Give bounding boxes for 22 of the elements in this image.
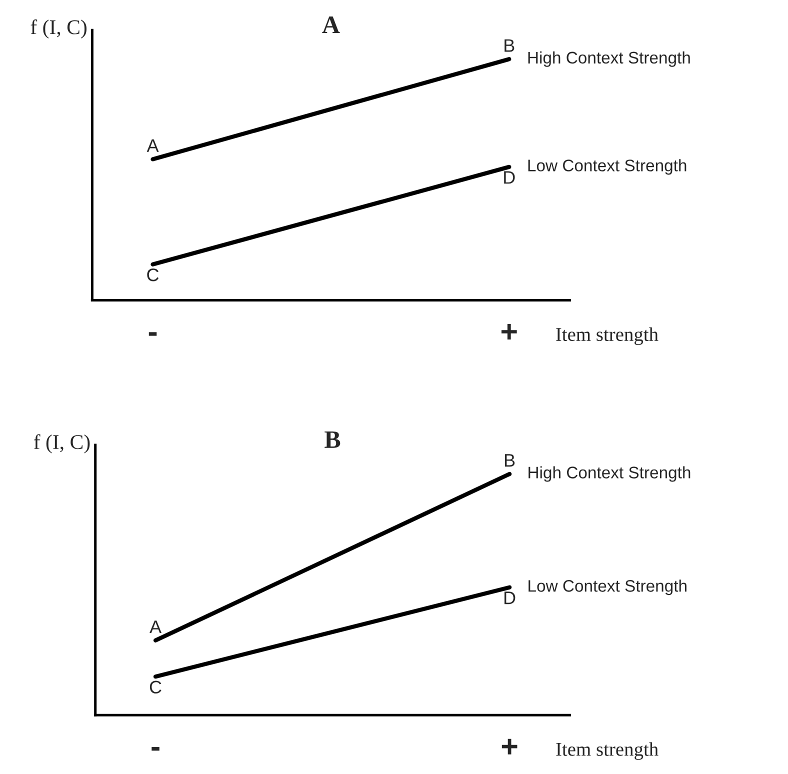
x-tick-label: + [502,738,518,754]
annotation: A [146,139,159,152]
x-axis-title: Item strength [556,742,658,760]
series-label: High Context Strength [528,51,690,67]
x-tick-label: + [502,324,517,340]
series-label: High Context Strength [528,466,690,482]
series-label: Low Context Strength [528,159,686,175]
annotation: D [504,592,516,604]
annotation: A [150,620,162,634]
x-tick-label: - [148,332,157,336]
text: B [504,39,514,52]
annotation: D [504,171,515,184]
text: B [505,454,515,467]
y-axis-title: f (I, C) [34,434,90,454]
x-axis-title: Item strength [556,327,658,346]
annotation: C [147,268,159,282]
chart-title: A [322,16,340,33]
annotation: C [150,680,162,694]
x-tick-label: - [152,747,160,751]
series-label: Low Context Strength [528,580,686,596]
chart-title: B [324,431,340,448]
y-axis-title: f (I, C) [30,19,87,38]
